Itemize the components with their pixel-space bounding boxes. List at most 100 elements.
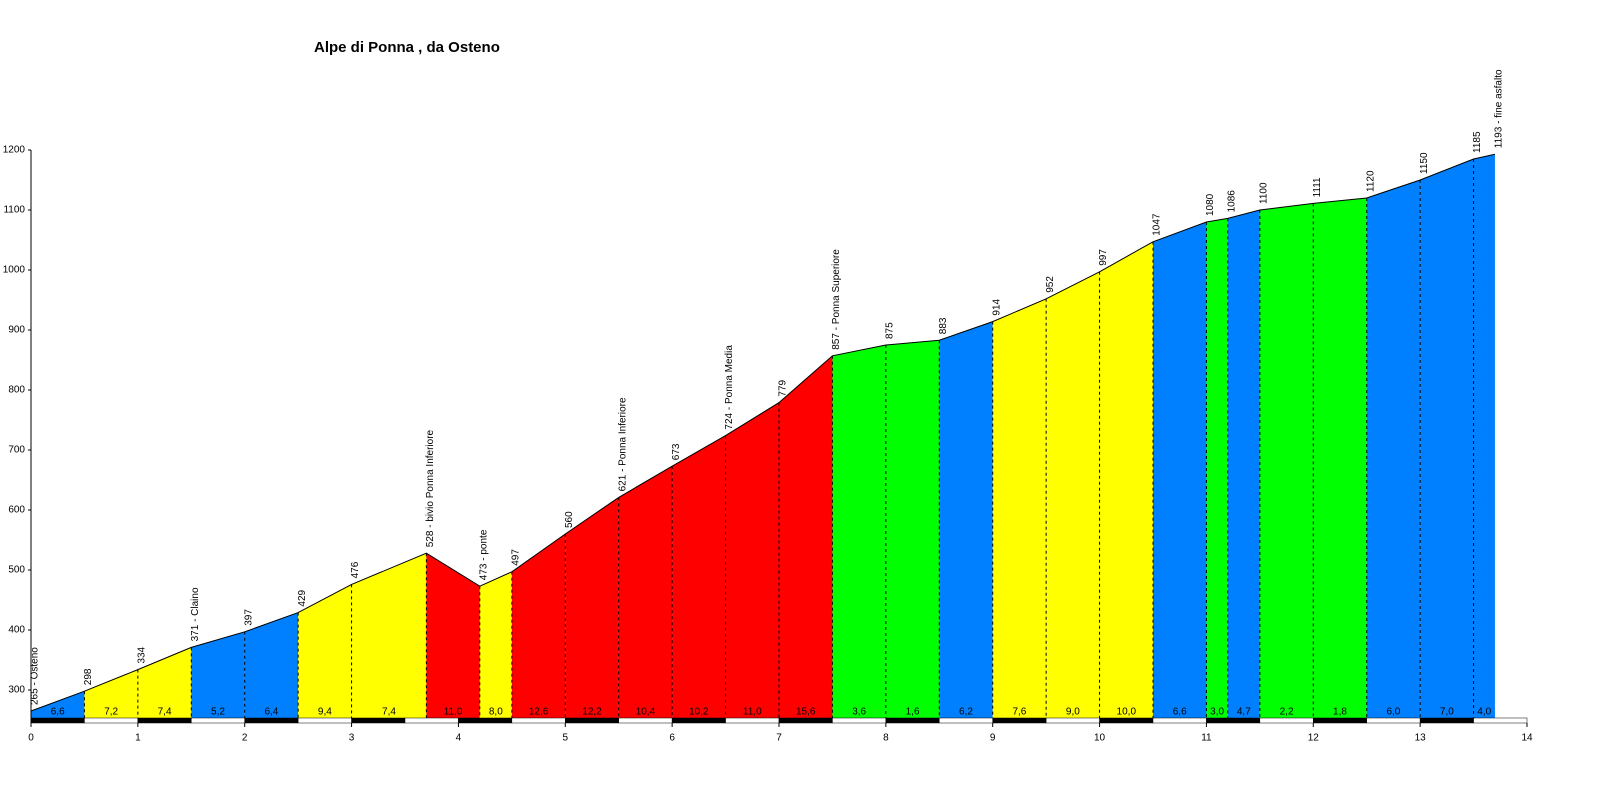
km-strip: [1206, 717, 1261, 724]
km-strip: [511, 717, 566, 724]
km-strip: [1099, 717, 1154, 724]
km-strip: [1259, 717, 1314, 724]
km-strip: [84, 717, 139, 724]
segment-area: [618, 466, 673, 720]
km-strip: [832, 717, 887, 724]
gradient-label: 7,4: [158, 707, 172, 718]
point-label: 298: [83, 668, 94, 685]
gradient-label: 9,4: [318, 707, 332, 718]
segment-area: [565, 497, 619, 720]
point-label: 1120: [1365, 170, 1376, 192]
gradient-label: 10,4: [636, 707, 656, 718]
x-tick-label: 11: [1201, 733, 1212, 744]
point-label: 997: [1098, 249, 1109, 266]
gradient-label: 10,0: [1117, 707, 1137, 718]
point-label: 1100: [1258, 182, 1269, 204]
km-strip: [939, 717, 993, 724]
gradient-label: 6,6: [1173, 707, 1187, 718]
gradient-label: 7,6: [1012, 707, 1026, 718]
km-strip: [1045, 717, 1100, 724]
x-tick-label: 4: [456, 733, 462, 744]
gradient-label: 6,6: [51, 707, 65, 718]
point-label: 779: [778, 379, 789, 396]
point-label: 1193 - fine asfalto: [1494, 69, 1505, 148]
km-strip: [30, 717, 85, 724]
point-label: 875: [884, 322, 895, 339]
segment-area: [244, 612, 299, 720]
gradient-label: 4,0: [1477, 707, 1491, 718]
point-label: 914: [991, 298, 1002, 315]
point-label: 528 - bivio Ponna Inferiore: [425, 429, 436, 547]
point-label: 952: [1045, 276, 1056, 293]
point-label: 265 - Osteno: [30, 647, 41, 705]
point-label: 883: [938, 317, 949, 334]
y-tick-label: 1200: [3, 145, 26, 156]
km-strip: [778, 717, 833, 724]
segment-area: [191, 631, 245, 720]
gradient-label: 3,0: [1210, 707, 1224, 718]
gradient-label: 2,2: [1280, 707, 1294, 718]
point-label: 371 - Claino: [190, 587, 201, 641]
gradient-label: 8,0: [489, 707, 503, 718]
x-tick-label: 2: [242, 733, 248, 744]
point-label: 334: [136, 646, 147, 663]
segment-area: [725, 402, 779, 720]
km-strip: [565, 717, 619, 724]
point-label: 1111: [1312, 177, 1323, 197]
x-tick-label: 13: [1415, 733, 1427, 744]
segment-area: [832, 345, 886, 720]
km-strip: [1313, 717, 1367, 724]
segment-area: [1206, 218, 1228, 720]
point-label: 1080: [1205, 193, 1216, 216]
point-label: 1086: [1226, 190, 1237, 213]
segment-area: [1366, 180, 1421, 720]
point-label: 560: [564, 511, 575, 528]
km-strip: [725, 717, 780, 724]
segment-area: [1046, 271, 1100, 720]
chart-title: Alpe di Ponna , da Osteno: [314, 39, 500, 56]
y-tick-label: 700: [8, 445, 25, 456]
x-tick-label: 10: [1094, 733, 1106, 744]
km-strip: [191, 717, 245, 724]
gradient-label: 12,2: [582, 707, 602, 718]
segment-area: [939, 321, 993, 720]
km-strip: [1473, 717, 1528, 724]
segment-area: [1153, 222, 1207, 720]
km-strip: [992, 717, 1047, 724]
km-strip: [404, 717, 459, 724]
km-strip: [297, 717, 352, 724]
gradient-label: 7,2: [104, 707, 118, 718]
x-tick-label: 9: [990, 733, 996, 744]
km-strip: [458, 717, 513, 724]
point-label: 397: [243, 609, 254, 626]
point-label: 429: [297, 589, 308, 606]
point-label: 724 - Ponna Media: [724, 345, 735, 430]
x-tick-label: 8: [883, 733, 889, 744]
km-strip: [671, 717, 726, 724]
segment-area: [1420, 159, 1474, 720]
segment-area: [1227, 210, 1260, 720]
gradient-label: 10,2: [689, 707, 709, 718]
gradient-label: 6,2: [959, 707, 973, 718]
y-tick-label: 800: [8, 385, 25, 396]
gradient-label: 7,4: [382, 707, 396, 718]
y-tick-label: 900: [8, 325, 25, 336]
gradient-label: 6,4: [264, 707, 278, 718]
segment-area: [885, 340, 940, 720]
km-strip: [885, 717, 940, 724]
segment-area: [298, 584, 352, 720]
gradient-label: 1,6: [906, 707, 920, 718]
point-label: 621 - Ponna Inferiore: [617, 397, 628, 491]
x-tick-label: 6: [669, 733, 675, 744]
point-label: 1047: [1152, 213, 1163, 236]
gradient-label: 4,7: [1237, 707, 1251, 718]
point-label: 857 - Ponna Superiore: [831, 249, 842, 350]
gradient-label: 3,6: [852, 707, 866, 718]
point-label: 1150: [1419, 152, 1430, 174]
x-tick-label: 14: [1521, 733, 1533, 744]
gradient-label: 6,0: [1386, 707, 1400, 718]
gradient-label: 15,6: [796, 707, 816, 718]
point-label: 476: [350, 561, 361, 578]
km-strip: [351, 717, 406, 724]
km-strip: [137, 717, 192, 724]
